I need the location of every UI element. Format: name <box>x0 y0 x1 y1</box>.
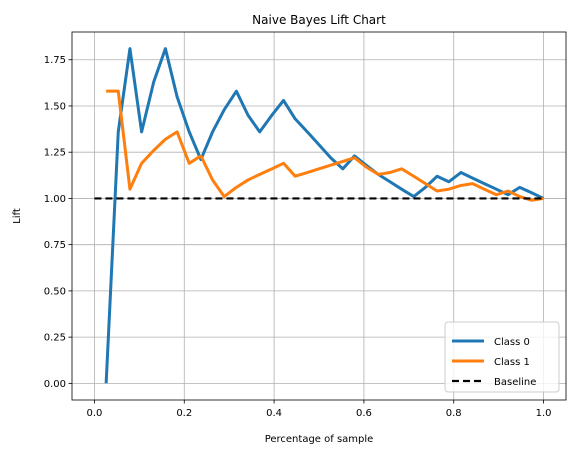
x-tick-label: 0.2 <box>176 408 192 419</box>
legend-label-class-0: Class 0 <box>494 337 530 348</box>
y-tick-label: 1.75 <box>44 55 66 66</box>
y-tick-label: 1.00 <box>44 194 66 205</box>
y-tick-label: 0.25 <box>44 333 66 344</box>
y-axis-ticks: 0.00 0.25 0.50 0.75 1.00 1.25 1.50 1.75 <box>44 55 72 390</box>
x-tick-label: 0.6 <box>356 408 372 419</box>
legend-label-class-1: Class 1 <box>494 357 530 368</box>
series-line-class-1 <box>106 89 544 202</box>
y-tick-label: 1.50 <box>44 101 66 112</box>
y-tick-label: 0.75 <box>44 240 66 251</box>
x-tick-label: 0.4 <box>266 408 282 419</box>
chart-title: Naive Bayes Lift Chart <box>252 13 386 27</box>
series-lines <box>94 47 545 384</box>
y-tick-label: 1.25 <box>44 148 66 159</box>
y-axis-label: Lift <box>12 208 23 224</box>
x-axis-ticks: 0.0 0.2 0.4 0.6 0.8 1.0 <box>87 400 552 419</box>
x-tick-label: 1.0 <box>536 408 552 419</box>
series-line-class-0 <box>104 47 545 384</box>
y-tick-label: 0.00 <box>44 379 66 390</box>
y-tick-label: 0.50 <box>44 286 66 297</box>
legend: Class 0 Class 1 Baseline <box>444 321 560 393</box>
legend-label-baseline: Baseline <box>494 377 536 388</box>
x-tick-label: 0.0 <box>87 408 103 419</box>
x-tick-label: 0.8 <box>446 408 462 419</box>
plot-frame <box>71 31 567 401</box>
x-axis-label: Percentage of sample <box>265 434 374 445</box>
